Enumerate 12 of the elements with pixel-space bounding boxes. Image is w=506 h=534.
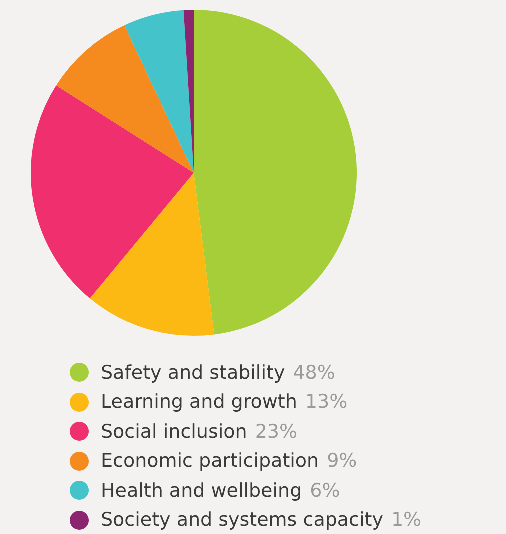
data-label: 9%: [327, 450, 358, 472]
legend-label: Economic participation: [101, 450, 320, 472]
legend-label: Safety and stability: [101, 362, 286, 384]
legend-label: Health and wellbeing: [101, 480, 302, 502]
data-label: 48%: [293, 362, 336, 384]
data-label: 13%: [305, 391, 348, 414]
legend-label: Society and systems capacity: [101, 509, 384, 532]
data-label: 6%: [310, 480, 340, 502]
legend-label: Social inclusion: [101, 420, 248, 443]
data-label: 23%: [255, 420, 298, 443]
legend-label: Learning and growth: [101, 391, 298, 414]
data-label: 1%: [391, 509, 422, 532]
